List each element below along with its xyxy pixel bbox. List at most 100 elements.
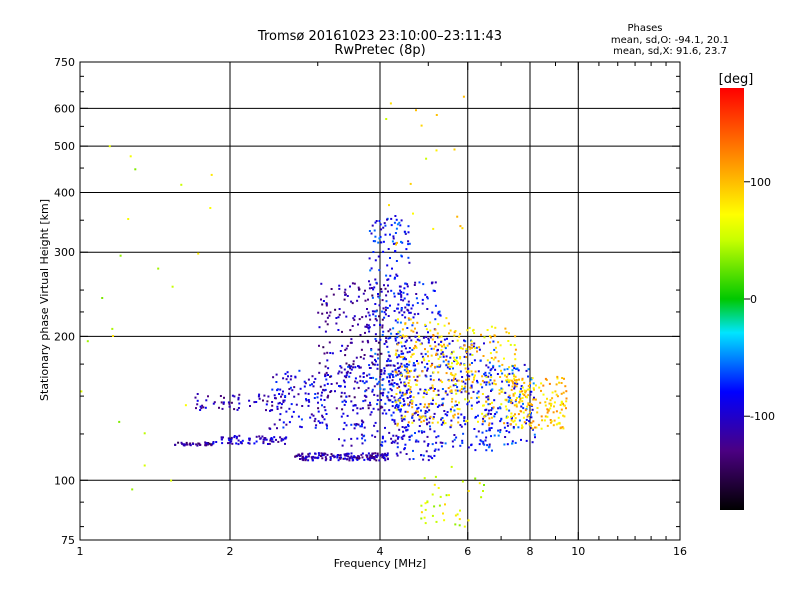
scatter-point (399, 378, 401, 381)
scatter-point (325, 371, 328, 374)
scatter-point (374, 317, 377, 320)
scatter-point (465, 351, 468, 354)
scatter-point (412, 212, 414, 215)
scatter-point (413, 313, 416, 316)
scatter-point (468, 326, 471, 329)
scatter-point (491, 449, 493, 452)
scatter-point (443, 324, 446, 327)
scatter-point (338, 313, 341, 316)
scatter-point (463, 417, 466, 420)
scatter-point (385, 364, 388, 367)
scatter-point (527, 402, 530, 405)
grid-lines (80, 62, 680, 540)
scatter-point (312, 455, 315, 458)
scatter-point (438, 504, 441, 507)
scatter-point (388, 354, 391, 357)
scatter-point (424, 348, 426, 351)
scatter-point (426, 369, 429, 372)
scatter-point (482, 490, 484, 492)
scatter-point (394, 215, 397, 217)
scatter-point (262, 438, 265, 441)
scatter-point (321, 391, 323, 394)
scatter-point (258, 435, 261, 438)
scatter-point (488, 383, 491, 386)
scatter-point (387, 351, 390, 354)
scatter-point (426, 422, 428, 425)
x-tick-label: 16 (673, 545, 687, 558)
scatter-point (313, 420, 316, 423)
scatter-point (400, 373, 403, 376)
scatter-point (432, 334, 435, 336)
scatter-point (511, 440, 514, 443)
scatter-point (562, 402, 564, 405)
scatter-point (451, 406, 454, 409)
scatter-point (373, 229, 376, 232)
scatter-point (441, 351, 444, 354)
scatter-point (189, 444, 192, 447)
scatter-point (284, 442, 286, 445)
scatter-point (131, 488, 134, 491)
scatter-point (423, 390, 426, 393)
scatter-point (435, 352, 438, 355)
scatter-point (431, 421, 434, 424)
scatter-point (506, 378, 509, 381)
scatter-point (477, 430, 480, 433)
scatter-point (400, 436, 403, 439)
scatter-point (551, 397, 554, 400)
scatter-point (557, 416, 560, 419)
scatter-point (562, 404, 565, 407)
y-tick-label: 75 (61, 534, 75, 547)
scatter-point (401, 328, 404, 331)
scatter-point (371, 361, 374, 364)
scatter-point (390, 382, 393, 385)
scatter-point (392, 237, 395, 240)
scatter-point (271, 404, 274, 407)
scatter-point (552, 411, 555, 414)
scatter-point (556, 375, 559, 378)
scatter-point (423, 477, 426, 480)
scatter-point (196, 444, 199, 447)
scatter-point (403, 418, 406, 421)
scatter-point (504, 327, 507, 330)
scatter-point (319, 421, 321, 424)
scatter-point (380, 288, 383, 291)
scatter-point (395, 352, 398, 355)
scatter-point (338, 284, 341, 287)
scatter-point (467, 392, 470, 395)
scatter-point (343, 421, 346, 424)
scatter-point (313, 381, 316, 384)
scatter-point (321, 404, 323, 407)
scatter-point (381, 326, 384, 329)
scatter-point (309, 416, 312, 419)
scatter-point (370, 457, 373, 460)
scatter-point (458, 524, 461, 527)
scatter-point (490, 336, 492, 339)
scatter-point (181, 442, 184, 445)
scatter-point (270, 409, 273, 412)
scatter-point (416, 360, 418, 362)
scatter-point (363, 382, 366, 385)
scatter-point (507, 340, 510, 342)
scatter-point (376, 382, 379, 385)
scatter-point (324, 330, 327, 333)
scatter-point (422, 419, 425, 422)
scatter-point (495, 351, 498, 354)
scatter-point (470, 344, 473, 346)
scatter-point (405, 365, 408, 368)
scatter-point (388, 374, 391, 377)
scatter-point (401, 314, 404, 317)
scatter-point (404, 365, 407, 368)
scatter-point (424, 410, 427, 412)
scatter-point (544, 377, 547, 380)
scatter-point (518, 419, 521, 422)
scatter-point (223, 396, 225, 399)
scatter-point (448, 365, 451, 368)
scatter-point (318, 454, 321, 457)
scatter-point (399, 285, 402, 288)
scatter-point (364, 439, 367, 442)
scatter-point (487, 446, 490, 449)
scatter-point (540, 427, 543, 430)
scatter-point (212, 442, 215, 445)
scatter-point (314, 377, 317, 380)
scatter-point (322, 300, 325, 302)
